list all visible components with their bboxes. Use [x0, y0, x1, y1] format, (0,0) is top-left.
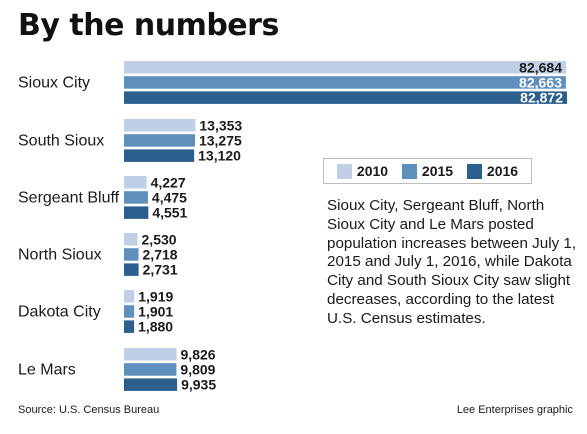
- bar-le-mars-2010: [124, 348, 177, 361]
- category-label-le-mars: Le Mars: [18, 361, 76, 378]
- legend-item-2010: 2010: [336, 163, 389, 179]
- value-label-le-mars-2016: 9,935: [181, 377, 216, 393]
- legend-label-2016: 2016: [486, 163, 519, 179]
- value-label-south-sioux-2015: 13,275: [199, 132, 242, 148]
- bar-sergeant-bluff-2010: [124, 176, 147, 189]
- bar-dakota-city-2010: [124, 290, 135, 303]
- value-label-le-mars-2015: 9,809: [180, 361, 215, 377]
- value-label-north-sioux-2016: 2,731: [143, 262, 178, 278]
- source-line: Source: U.S. Census Bureau: [18, 404, 160, 416]
- value-label-south-sioux-2016: 13,120: [198, 148, 241, 164]
- value-label-dakota-city-2010: 1,919: [138, 288, 173, 304]
- bar-sioux-city-2016: [124, 91, 567, 104]
- bar-dakota-city-2016: [124, 320, 135, 333]
- value-label-sergeant-bluff-2015: 4,475: [152, 189, 187, 205]
- legend-item-2016: 2016: [466, 163, 519, 179]
- bar-south-sioux-2015: [124, 134, 195, 147]
- value-label-south-sioux-2010: 13,353: [199, 117, 242, 133]
- chart-title: By the numbers: [18, 8, 279, 43]
- value-label-dakota-city-2015: 1,901: [138, 303, 173, 319]
- bar-sioux-city-2010: [124, 61, 566, 74]
- bar-dakota-city-2015: [124, 305, 135, 318]
- bar-north-sioux-2015: [124, 248, 139, 261]
- value-label-dakota-city-2016: 1,880: [138, 319, 173, 335]
- value-label-sioux-city-2015: 82,663: [519, 74, 562, 90]
- bar-le-mars-2015: [124, 363, 177, 376]
- value-label-north-sioux-2015: 2,718: [143, 246, 178, 262]
- category-label-north-sioux: North Sioux: [18, 246, 102, 263]
- category-label-south-sioux: South Sioux: [18, 132, 104, 149]
- bar-sergeant-bluff-2016: [124, 206, 149, 219]
- bar-south-sioux-2016: [124, 149, 195, 162]
- legend-swatch-2015: [401, 163, 417, 179]
- legend-swatch-2016: [466, 163, 482, 179]
- value-label-sioux-city-2010: 82,684: [519, 59, 562, 75]
- category-label-sergeant-bluff: Sergeant Bluff: [18, 189, 120, 206]
- legend-swatch-2010: [336, 163, 352, 179]
- value-label-sioux-city-2016: 82,872: [520, 90, 563, 106]
- value-label-sergeant-bluff-2016: 4,551: [152, 205, 187, 221]
- bar-north-sioux-2010: [124, 233, 138, 246]
- bar-sergeant-bluff-2015: [124, 191, 148, 204]
- category-label-sioux-city: Sioux City: [18, 74, 90, 91]
- legend-label-2015: 2015: [421, 163, 454, 179]
- legend: 2010 2015 2016: [323, 158, 532, 184]
- chart-note: Sioux City, Sergeant Bluff, North Sioux …: [327, 197, 577, 327]
- category-label-dakota-city: Dakota City: [18, 303, 101, 320]
- bar-south-sioux-2010: [124, 119, 196, 132]
- value-label-le-mars-2010: 9,826: [181, 346, 216, 362]
- credit-line: Lee Enterprises graphic: [456, 404, 573, 416]
- value-label-sergeant-bluff-2010: 4,227: [151, 174, 186, 190]
- value-label-north-sioux-2010: 2,530: [142, 231, 177, 247]
- bar-sioux-city-2015: [124, 76, 566, 89]
- legend-item-2015: 2015: [401, 163, 454, 179]
- bar-le-mars-2016: [124, 378, 178, 391]
- legend-label-2010: 2010: [356, 163, 389, 179]
- bar-north-sioux-2016: [124, 263, 139, 276]
